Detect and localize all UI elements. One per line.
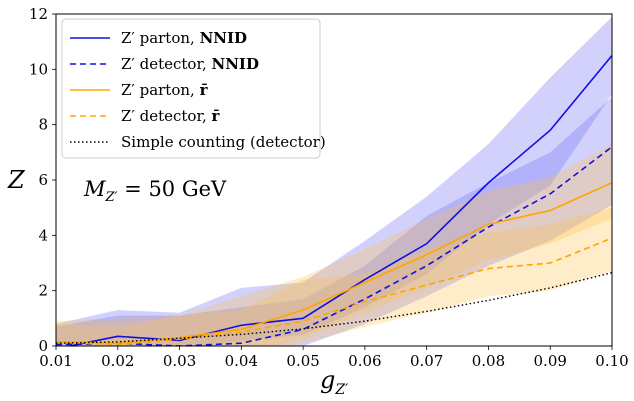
x-tick-label: 0.10 xyxy=(595,352,628,370)
y-tick-label: 12 xyxy=(29,5,48,23)
x-tick-label: 0.03 xyxy=(163,352,196,370)
legend-box xyxy=(61,18,321,159)
legend: Z′ parton, NNID Z′ detector, NNID Z′ parto… xyxy=(61,18,326,159)
band-0 xyxy=(56,16,612,346)
x-tick-label: 0.01 xyxy=(39,352,72,370)
band-2 xyxy=(56,144,612,346)
y-tick-label: 4 xyxy=(38,226,48,244)
y-tick-label: 8 xyxy=(38,116,48,134)
y-tick-label: 2 xyxy=(38,282,48,300)
x-tick-label: 0.04 xyxy=(225,352,258,370)
series-line-1 xyxy=(56,146,612,346)
x-tick-label: 0.08 xyxy=(472,352,505,370)
legend-label-1: Z′ detector, NNID xyxy=(121,55,259,73)
x-tick-label: 0.05 xyxy=(286,352,319,370)
series-lines xyxy=(56,54,612,346)
x-axis: 0.01 0.02 0.03 0.04 0.05 0.06 0.07 0.08 0.09 0.10 xyxy=(39,346,629,370)
y-tick-label: 6 xyxy=(38,171,48,189)
legend-label-0: Z′ parton, NNID xyxy=(121,29,247,47)
y-axis: 0 2 4 6 8 10 12 xyxy=(29,5,56,355)
x-tick-label: 0.02 xyxy=(101,352,134,370)
x-tick-label: 0.07 xyxy=(410,352,443,370)
y-tick-label: 0 xyxy=(38,337,48,355)
y-tick-label: 10 xyxy=(29,60,48,78)
legend-label-3: Z′ detector, r̄ xyxy=(121,107,221,125)
x-axis-label: gZ′ xyxy=(320,366,349,398)
x-tick-label: 0.09 xyxy=(534,352,567,370)
band-3 xyxy=(56,207,612,346)
series-line-0 xyxy=(65,54,612,346)
legend-label-4: Simple counting (detector) xyxy=(121,133,326,151)
y-axis-label: Z xyxy=(7,166,26,194)
mass-annotation: MZ′ = 50 GeV xyxy=(83,177,227,205)
series-line-3 xyxy=(56,237,612,346)
legend-label-2: Z′ parton, r̄ xyxy=(121,81,209,99)
series-line-4 xyxy=(56,272,612,344)
x-tick-label: 0.06 xyxy=(348,352,381,370)
